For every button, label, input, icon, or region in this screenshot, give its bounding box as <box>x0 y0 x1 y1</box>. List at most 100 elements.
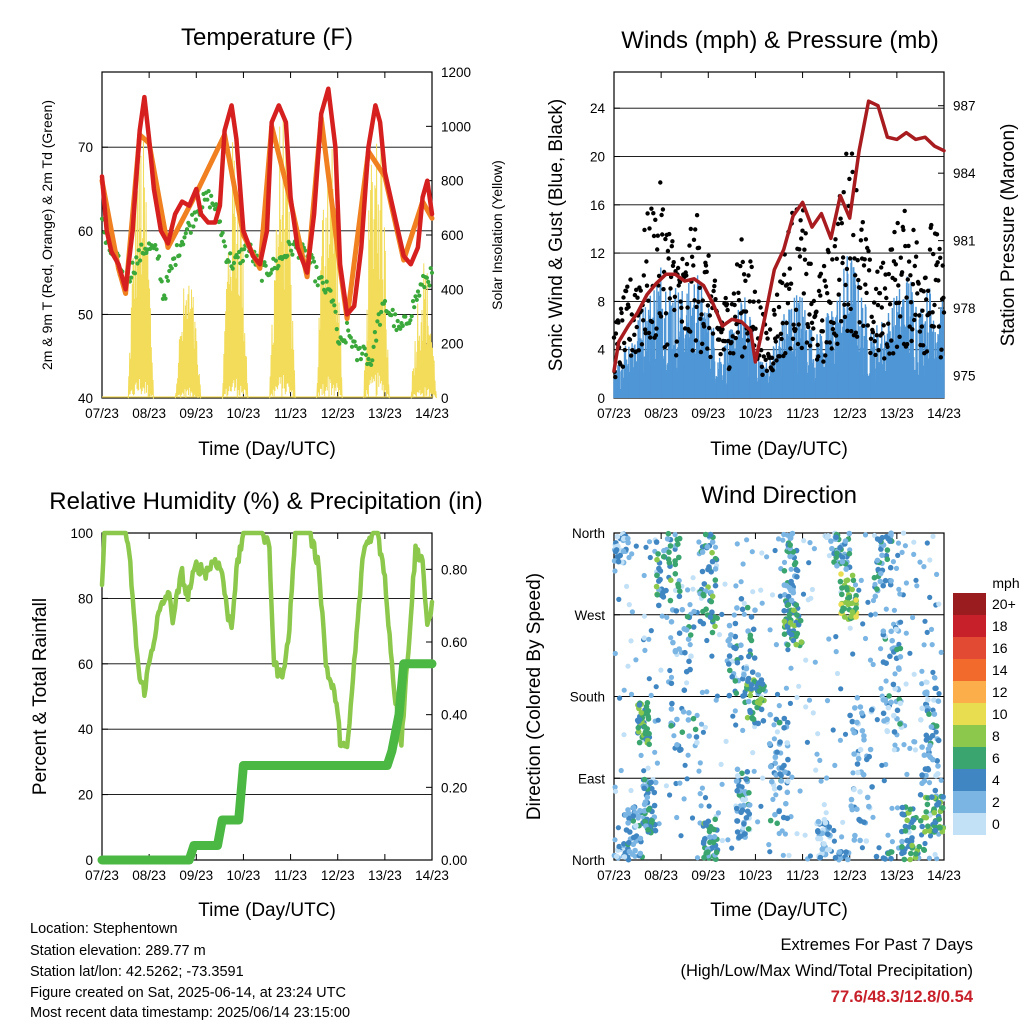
direction-point <box>699 689 706 696</box>
direction-point <box>748 614 755 620</box>
direction-point <box>888 855 894 862</box>
direction-point <box>687 666 693 673</box>
direction-point <box>696 539 702 545</box>
temperature-dewpoint-point <box>353 343 358 349</box>
extremes-values: 77.6/48.3/12.8/0.54 <box>830 988 973 1006</box>
winds-gust-point <box>673 269 678 274</box>
direction-point <box>896 641 902 648</box>
direction-point <box>921 642 927 648</box>
humidity-xtick-label-0: 07/23 <box>85 868 119 883</box>
temperature-dewpoint-point <box>427 283 432 288</box>
humidity-xtick-label-1: 08/23 <box>132 868 166 883</box>
winds-gust-point <box>936 324 942 329</box>
winds-gust-point <box>780 321 785 326</box>
direction-point <box>902 823 909 830</box>
temperature-ytick-right-label-6: 1200 <box>441 65 471 80</box>
temperature-dewpoint-point <box>371 344 376 349</box>
direction-point <box>821 802 827 808</box>
winds-gust-point <box>909 338 914 344</box>
direction-point <box>921 564 927 570</box>
winds-gust-point <box>920 343 926 348</box>
direction-point <box>851 751 857 757</box>
direction-point <box>641 635 647 641</box>
direction-colorbar-swatch <box>953 615 986 637</box>
direction-point <box>749 669 756 675</box>
direction-point <box>916 843 922 850</box>
temperature-dewpoint-point <box>394 327 399 333</box>
direction-point <box>715 810 722 816</box>
temperature-dewpoint-point <box>183 231 188 236</box>
direction-point <box>789 530 796 537</box>
direction-point <box>926 780 933 786</box>
winds-gust-point <box>925 288 931 293</box>
direction-point <box>664 536 671 542</box>
temperature-dewpoint-point <box>314 264 319 270</box>
winds-gust-point <box>630 348 635 353</box>
direction-point <box>636 702 643 708</box>
direction-point <box>747 632 754 639</box>
direction-point <box>612 837 618 843</box>
temperature-dewpoint-point <box>429 270 435 275</box>
direction-point <box>803 657 809 663</box>
temperature-dewpoint-point <box>344 320 350 325</box>
winds-gust-point <box>898 255 903 260</box>
direction-point <box>714 615 720 621</box>
winds-gust-point <box>767 327 773 332</box>
winds-xtick-label-5: 12/23 <box>833 406 867 421</box>
direction-point <box>673 608 680 614</box>
direction-point <box>903 580 910 586</box>
direction-point <box>741 821 747 827</box>
direction-point <box>902 828 909 834</box>
direction-point <box>690 715 697 722</box>
direction-point <box>743 776 749 782</box>
direction-point <box>817 757 823 764</box>
winds-gust-point <box>778 331 784 336</box>
winds-gust-point <box>653 217 658 222</box>
humidity-xtick-label-4: 11/23 <box>274 868 307 883</box>
direction-point <box>809 586 816 593</box>
direction-ytick-label-2: South <box>570 690 605 705</box>
direction-point <box>851 837 858 843</box>
winds-gust-point <box>787 286 792 291</box>
direction-xtick-label-3: 10/23 <box>739 868 773 883</box>
direction-point <box>926 828 933 834</box>
winds-gust-point <box>672 307 677 313</box>
direction-point <box>929 732 936 739</box>
direction-point <box>745 628 751 634</box>
direction-point <box>883 761 889 768</box>
humidity-title: Relative Humidity (%) & Precipitation (i… <box>49 488 483 515</box>
direction-point <box>644 700 651 706</box>
direction-point <box>704 637 710 644</box>
direction-point <box>694 855 701 861</box>
direction-point <box>755 672 761 678</box>
winds-gust-point <box>705 303 711 308</box>
winds-gust-point <box>676 283 681 288</box>
direction-point <box>628 787 634 794</box>
temperature-dewpoint-point <box>360 351 365 356</box>
winds-gust-point <box>834 256 839 261</box>
direction-point <box>865 599 871 605</box>
humidity-ytick-right-label-2: 0.40 <box>441 708 467 723</box>
winds-gust-point <box>842 302 847 307</box>
direction-point <box>787 619 794 626</box>
winds-ylabel-left: Sonic Wind & Gust (Blue, Black) <box>546 99 567 371</box>
winds-gust-point <box>799 345 804 351</box>
direction-point <box>771 736 778 742</box>
direction-point <box>781 715 788 722</box>
temperature-solar-day-5 <box>363 121 390 399</box>
winds-gust-point <box>731 291 737 296</box>
winds-gust-point <box>780 280 785 286</box>
temperature-dewpoint-point <box>310 255 315 260</box>
direction-point <box>729 674 735 680</box>
direction-point <box>772 811 778 818</box>
temperature-dewpoint-point <box>409 314 414 319</box>
winds-gust-point <box>802 247 807 252</box>
direction-point <box>712 566 719 572</box>
direction-point <box>741 802 747 809</box>
direction-point <box>659 613 665 619</box>
direction-point <box>872 611 879 617</box>
direction-point <box>870 814 876 820</box>
direction-point <box>702 795 709 801</box>
direction-point <box>646 539 653 545</box>
direction-point <box>716 632 723 638</box>
